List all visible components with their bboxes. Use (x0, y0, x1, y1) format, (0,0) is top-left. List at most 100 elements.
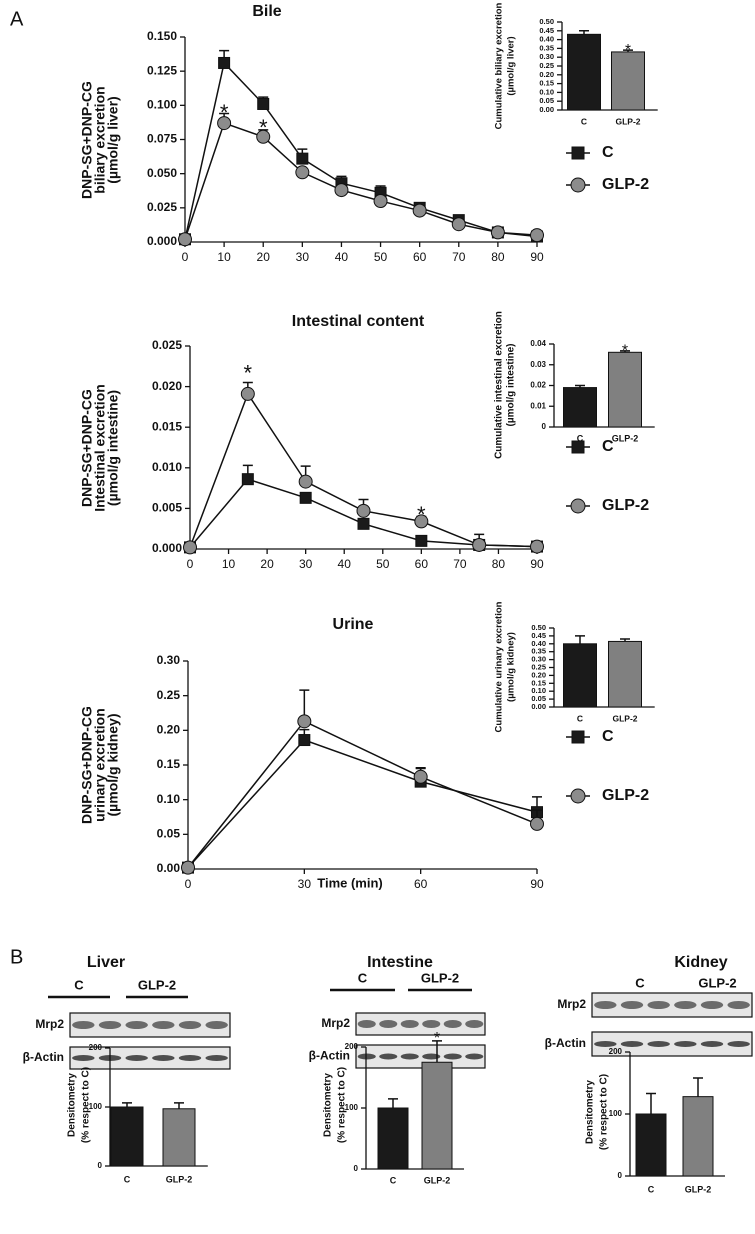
y-axis-label: biliary excretion (92, 86, 108, 193)
legend-label: GLP-2 (602, 497, 649, 514)
legend-marker (571, 730, 585, 744)
blot-band (620, 1041, 644, 1047)
marker (256, 129, 271, 144)
y-tick-label: 0.35 (539, 43, 554, 52)
y-tick-label: 0.03 (530, 360, 546, 369)
blot-band (205, 1021, 228, 1029)
x-tick-label: 80 (492, 557, 506, 571)
blot-band (647, 1041, 670, 1047)
group-label: C (74, 977, 84, 992)
chart-title: Intestinal content (292, 313, 425, 330)
marker (241, 473, 254, 486)
y-axis-label: Intestinal excretion (92, 384, 108, 512)
y-axis-label: (µmol/g kidney) (506, 632, 517, 702)
x-tick-label: 40 (335, 250, 349, 264)
marker (415, 534, 428, 547)
y-tick-label: 0.100 (147, 98, 177, 112)
y-axis-label: Cumulative urinary excretion (494, 601, 505, 732)
error-bar (623, 49, 633, 52)
error-bar (432, 1040, 442, 1063)
x-tick-label: 0 (182, 250, 189, 264)
annotation: * (220, 100, 229, 125)
y-tick-label: 0.05 (157, 827, 181, 841)
legend-label: C (602, 728, 614, 745)
blot-band (98, 1021, 122, 1029)
y-tick-label: 0.10 (157, 792, 181, 806)
blot-band (152, 1021, 175, 1029)
y-tick-label: 0.30 (157, 653, 181, 667)
y-tick-label: 0.010 (152, 460, 182, 474)
blot-band (647, 1001, 670, 1009)
y-tick-label: 0.150 (147, 29, 177, 43)
y-tick-label: 0.05 (539, 96, 554, 105)
blot-band (594, 1001, 617, 1009)
bar (563, 387, 597, 428)
marker (217, 116, 232, 131)
x-tick-label: C (390, 1175, 397, 1185)
x-tick-label: GLP-2 (612, 433, 639, 443)
legend-label: C (602, 438, 614, 455)
marker (257, 97, 270, 110)
bar (611, 51, 645, 111)
blot-band (443, 1020, 462, 1028)
blot-row-label: β-Actin (23, 1050, 64, 1064)
marker (298, 474, 313, 489)
blot-band (422, 1020, 441, 1028)
blot-band (443, 1053, 462, 1060)
legend-label: GLP-2 (602, 787, 649, 804)
bar (608, 351, 642, 428)
legend-marker (571, 440, 585, 454)
y-tick-label: 0.25 (157, 688, 181, 702)
y-axis-label: DNP-SG+DNP-CG (79, 389, 95, 507)
blot-band (357, 1020, 376, 1028)
group-label: C (358, 970, 368, 985)
x-tick-label: 30 (299, 557, 313, 571)
x-tick-label: 10 (217, 250, 231, 264)
x-tick-label: 50 (376, 557, 390, 571)
marker (334, 183, 349, 198)
legend-label: C (602, 144, 614, 161)
marker (299, 491, 312, 504)
y-tick-label: 0.15 (531, 678, 546, 687)
marker (414, 514, 429, 529)
blot-band (178, 1055, 202, 1061)
y-tick-label: 100 (609, 1109, 623, 1118)
y-tick-label: 0.04 (530, 339, 546, 348)
y-axis-label: (µmol/g intestine) (506, 344, 517, 427)
legend-label: GLP-2 (602, 176, 649, 193)
x-tick-label: GLP-2 (166, 1174, 193, 1184)
x-tick-label: 60 (413, 250, 427, 264)
error-bar (388, 1098, 398, 1108)
blot-band (674, 1041, 697, 1047)
y-tick-label: 0.025 (147, 200, 177, 214)
error-bar (646, 1092, 656, 1114)
y-tick-label: 0.00 (531, 702, 546, 711)
y-tick-label: 0.15 (157, 757, 181, 771)
y-tick-label: 0.000 (147, 234, 177, 248)
blot-band (727, 1041, 750, 1047)
blot-band (700, 1041, 724, 1047)
y-tick-label: 0.45 (531, 631, 546, 640)
blot-row-label: Mrp2 (557, 997, 586, 1011)
marker (296, 152, 309, 165)
x-tick-label: 60 (415, 557, 429, 571)
blot-row-label: β-Actin (309, 1049, 350, 1063)
y-tick-label: 0.01 (530, 401, 546, 410)
group-label: GLP-2 (698, 975, 736, 990)
blot-band (357, 1053, 376, 1060)
marker (295, 165, 310, 180)
y-tick-label: 0.50 (531, 623, 546, 632)
marker (356, 503, 371, 518)
y-tick-label: 0.075 (147, 132, 177, 146)
x-tick-label: 40 (338, 557, 352, 571)
marker (530, 816, 544, 831)
x-tick-label: GLP-2 (424, 1175, 451, 1185)
y-tick-label: 0.05 (531, 694, 546, 703)
marker (490, 225, 505, 240)
x-tick-label: 30 (296, 250, 310, 264)
y-tick-label: 0.30 (531, 655, 546, 664)
x-tick-label: 90 (530, 250, 544, 264)
y-tick-label: 0.10 (531, 686, 546, 695)
blot-box (69, 1012, 231, 1038)
